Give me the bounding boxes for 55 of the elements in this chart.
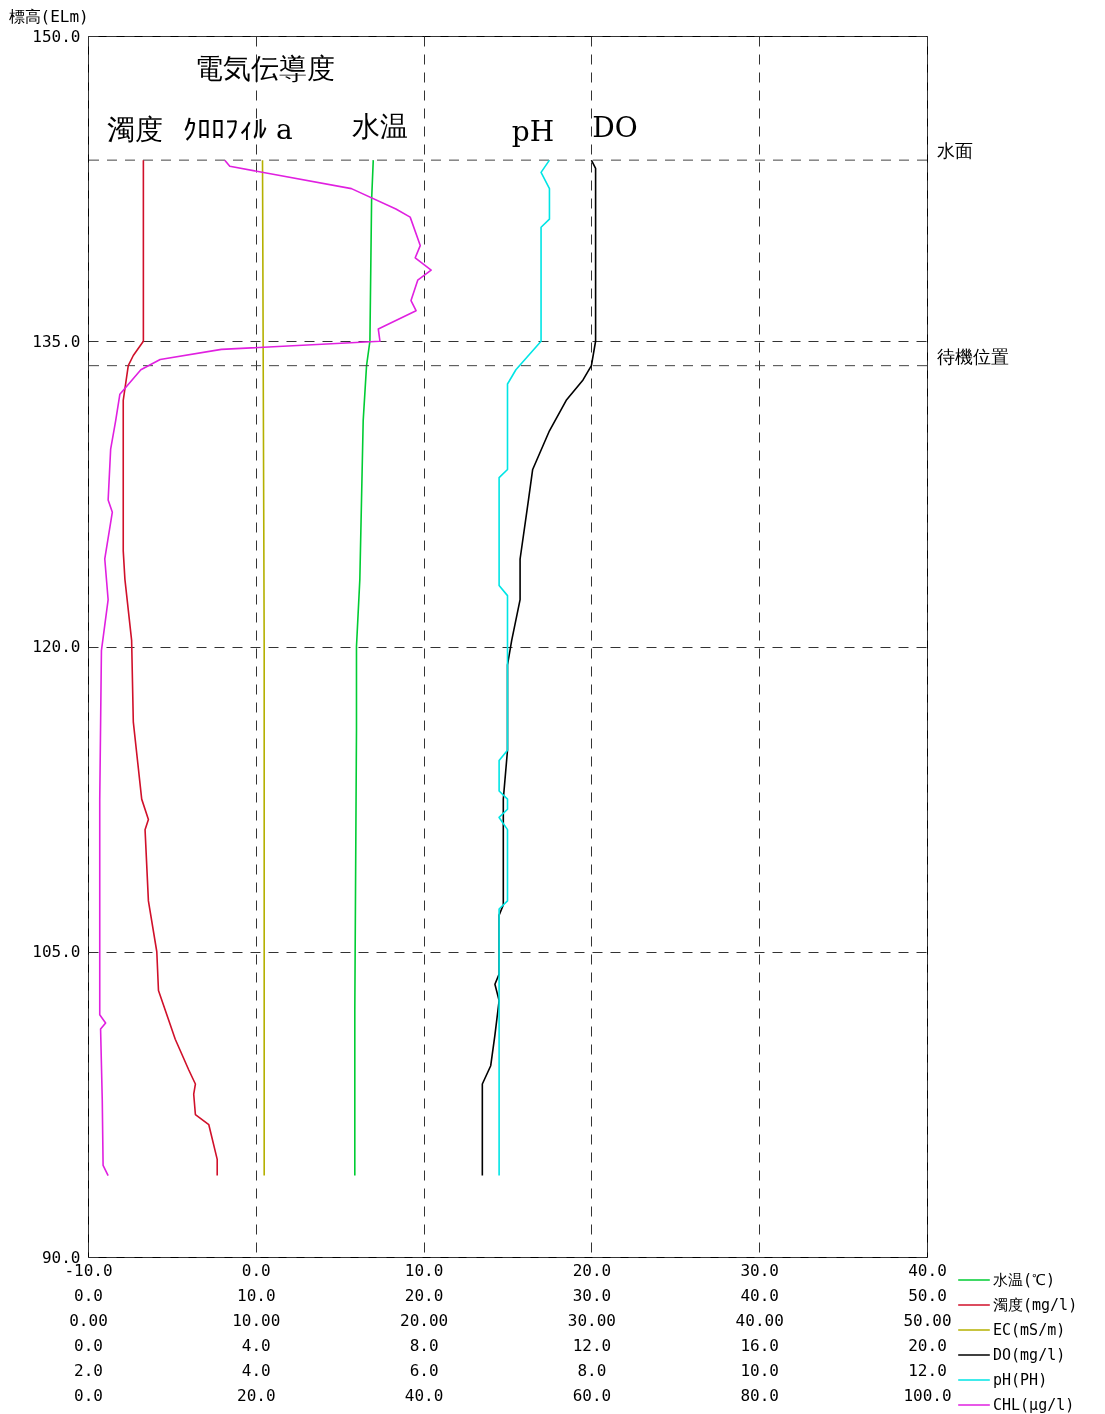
x-tick-label: 6.0 — [409, 1360, 439, 1380]
x-tick-label: 20.0 — [237, 1385, 276, 1405]
x-tick-label: 100.0 — [903, 1385, 952, 1405]
x-tick-label: 0.0 — [241, 1260, 271, 1280]
legend-label: 濁度(mg/l) — [993, 1296, 1078, 1314]
x-tick-label: 50.00 — [903, 1310, 952, 1330]
annotation: 水温 — [352, 110, 408, 143]
x-tick-label: 30.00 — [567, 1310, 616, 1330]
x-tick-label: 80.0 — [740, 1385, 779, 1405]
x-tick-label: 4.0 — [241, 1360, 271, 1380]
legend-label: CHL(μg/l) — [993, 1396, 1075, 1414]
x-tick-label: 2.0 — [74, 1360, 103, 1380]
x-tick-label: 0.0 — [74, 1335, 103, 1355]
legend-label: 水温(℃) — [993, 1271, 1056, 1289]
y-axis-title: 標高(ELm) — [8, 6, 89, 26]
x-tick-label: 16.0 — [740, 1335, 779, 1355]
x-tick-label: 40.00 — [735, 1310, 784, 1330]
legend-label: pH(PH) — [993, 1371, 1048, 1389]
y-tick-label: 120.0 — [32, 637, 81, 656]
x-tick-label: 20.00 — [400, 1310, 449, 1330]
x-tick-label: 10.0 — [404, 1260, 444, 1280]
x-tick-label: 10.00 — [232, 1310, 281, 1330]
x-tick-label: 0.0 — [74, 1385, 103, 1405]
x-tick-label: 0.00 — [69, 1310, 108, 1330]
x-tick-label: 10.0 — [237, 1285, 276, 1305]
x-tick-label: 20.0 — [908, 1335, 947, 1355]
y-tick-label: 105.0 — [32, 942, 81, 962]
x-tick-label: 40.0 — [404, 1385, 444, 1405]
x-tick-label: 40.0 — [740, 1285, 779, 1305]
y-tick-label: 150.0 — [32, 26, 81, 46]
x-tick-label: 20.0 — [572, 1260, 612, 1280]
x-tick-label: 0.0 — [74, 1285, 103, 1305]
x-tick-label: 20.0 — [404, 1285, 444, 1305]
x-tick-label: 40.0 — [908, 1260, 947, 1280]
x-tick-label: 30.0 — [740, 1260, 779, 1280]
annotation: pH — [511, 115, 555, 148]
ref-line-label: 水面 — [937, 140, 973, 162]
legend-label: EC(mS/m) — [993, 1321, 1066, 1339]
ref-line-label: 待機位置 — [937, 345, 1009, 367]
x-tick-label: 50.0 — [908, 1285, 947, 1305]
x-tick-label: 30.0 — [572, 1285, 612, 1305]
annotation: 濁度 — [107, 113, 163, 146]
annotation: DO — [592, 111, 638, 144]
annotation: 電気伝導度 — [195, 52, 335, 85]
x-tick-label: 12.0 — [908, 1360, 947, 1380]
annotation: ｸﾛﾛﾌｨﾙ a — [183, 113, 293, 146]
line-series — [354, 159, 375, 1177]
x-tick-label: 12.0 — [572, 1335, 612, 1355]
y-tick-label: 135.0 — [32, 331, 81, 351]
x-tick-label: 10.0 — [740, 1360, 779, 1380]
x-tick-label: 8.0 — [409, 1335, 439, 1355]
legend-label: DO(mg/l) — [993, 1346, 1066, 1364]
x-tick-label: 8.0 — [577, 1360, 607, 1380]
x-tick-label: 4.0 — [241, 1335, 271, 1355]
x-tick-label: 60.0 — [572, 1385, 612, 1405]
